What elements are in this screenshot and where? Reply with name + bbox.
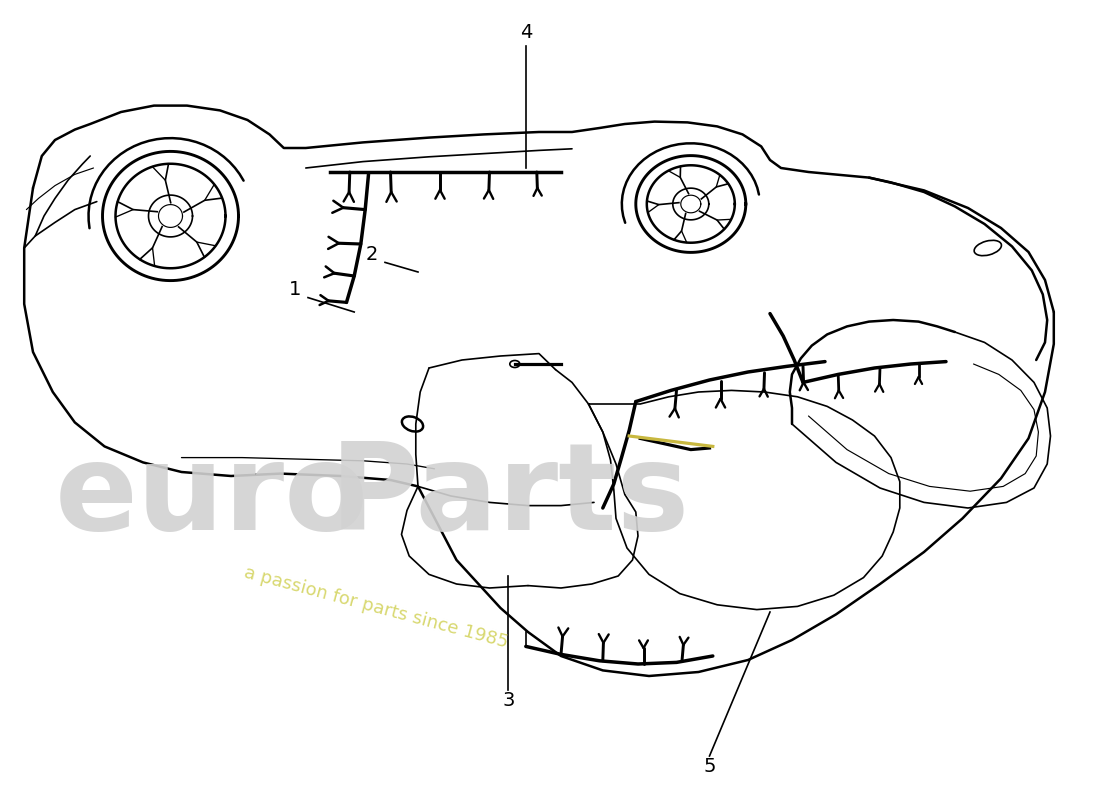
Text: 2: 2 [365, 245, 378, 264]
Text: 1: 1 [288, 280, 301, 299]
Text: 3: 3 [502, 690, 515, 710]
Text: 4: 4 [519, 22, 532, 42]
Text: euro: euro [55, 438, 370, 554]
Text: a passion for parts since 1985: a passion for parts since 1985 [242, 564, 510, 652]
Text: 5: 5 [703, 757, 716, 776]
Text: Parts: Parts [330, 438, 691, 554]
